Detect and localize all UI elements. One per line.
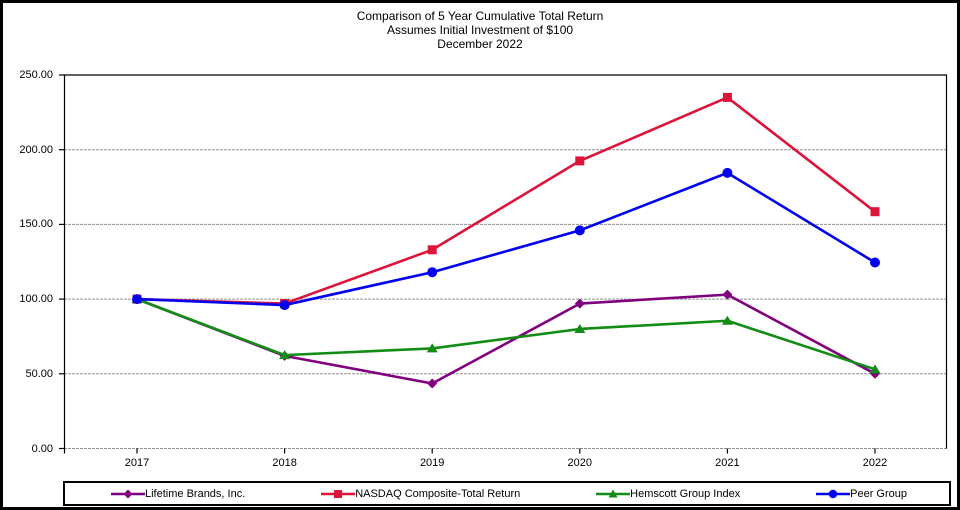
data-point-peer-group [574, 225, 585, 236]
data-point-peer-group [132, 294, 142, 305]
legend-item-lifetime-brands-inc: Lifetime Brands, Inc. [111, 488, 245, 500]
square-marker-swatch-icon [321, 489, 356, 498]
chart-title-line2: Assumes Initial Investment of $100 [386, 23, 574, 37]
legend-item-peer-group: Peer Group [816, 488, 907, 500]
data-point-peer-group [870, 257, 880, 268]
legend-label: Lifetime Brands, Inc. [145, 487, 246, 500]
x-axis-tick-label: 2021 [715, 457, 740, 469]
x-axis-tick-label: 2022 [862, 457, 888, 469]
legend-label: Peer Group [850, 487, 907, 500]
plot-region: 0.00 50.00 100.00 150.00 200.00 250.00 2017 20… [3, 3, 957, 507]
data-point-nasdaq-composite-total-return [427, 245, 437, 255]
series-line-nasdaq-composite-total-return [136, 96, 876, 305]
circle-marker-swatch-icon [816, 489, 851, 498]
chart-title-line1: Comparison of 5 Year Cumulative Total Re… [356, 9, 604, 23]
legend-item-hemscott-group-index: Hemscott Group Index [596, 488, 740, 500]
x-axis-tick-label: 2018 [272, 457, 297, 469]
data-point-hemscott-group-index [574, 323, 586, 333]
series-line-hemscott-group-index [136, 297, 876, 371]
data-point-nasdaq-composite-total-return [870, 207, 880, 217]
y-axis-tick-label: 50.00 [25, 367, 53, 380]
legend-item-nasdaq-composite-total-return: NASDAQ Composite-Total Return [321, 488, 520, 500]
data-point-hemscott-group-index [279, 350, 291, 360]
x-axis-tick-label: 2019 [419, 457, 445, 469]
legend-label: NASDAQ Composite-Total Return [355, 487, 521, 500]
y-axis-tick-label: 250.00 [19, 69, 53, 81]
legend-label: Hemscott Group Index [630, 487, 741, 500]
series-line-peer-group [136, 171, 876, 307]
data-point-nasdaq-composite-total-return [575, 156, 585, 166]
x-axis-tick-label: 2017 [124, 457, 150, 469]
data-point-peer-group [722, 167, 733, 178]
x-axis-tick-label: 2020 [567, 457, 593, 469]
y-axis-tick-label: 0.00 [31, 442, 53, 455]
chart-legend: Lifetime Brands, Inc. NASDAQ Composite-To… [63, 481, 951, 506]
line-chart-canvas [59, 74, 948, 454]
chart-title-line3: December 2022 [437, 37, 523, 51]
y-axis-tick-label: 100.00 [19, 293, 53, 306]
y-axis-tick-label: 150.00 [19, 218, 53, 231]
data-point-lifetime-brands-inc [427, 378, 438, 389]
triangle-marker-swatch-icon [596, 489, 631, 497]
data-point-peer-group [279, 300, 290, 311]
chart-title: Comparison of 5 Year Cumulative Total Re… [3, 9, 957, 51]
data-point-lifetime-brands-inc [574, 298, 585, 309]
data-point-hemscott-group-index [721, 315, 733, 325]
data-point-nasdaq-composite-total-return [722, 92, 732, 102]
y-axis-tick-label: 200.00 [19, 143, 53, 156]
data-point-hemscott-group-index [426, 343, 438, 353]
data-point-hemscott-group-index [869, 364, 881, 374]
data-point-peer-group [427, 267, 438, 278]
data-point-lifetime-brands-inc [722, 289, 733, 300]
diamond-marker-swatch-icon [111, 489, 145, 498]
